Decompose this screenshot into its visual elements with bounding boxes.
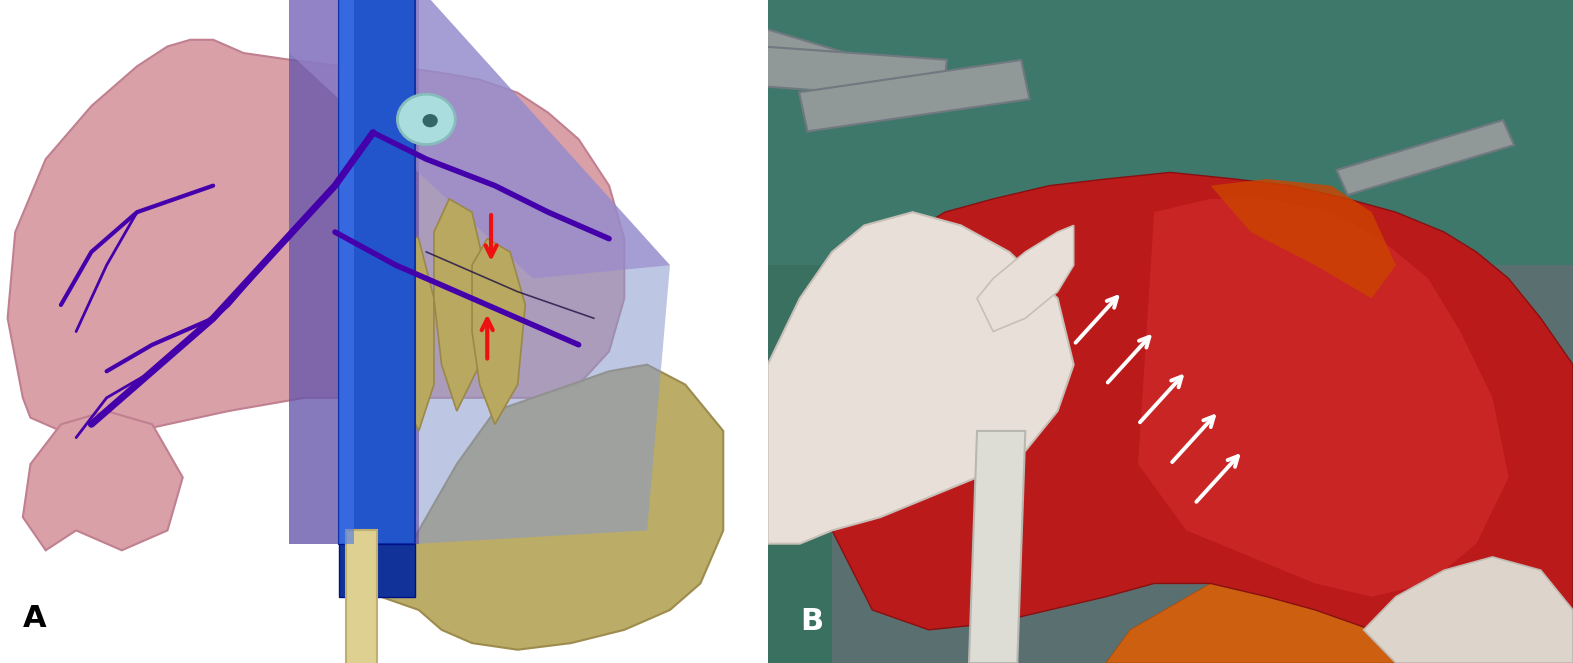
Polygon shape	[338, 0, 415, 544]
Polygon shape	[289, 0, 670, 278]
Polygon shape	[717, 44, 947, 99]
Polygon shape	[809, 172, 1573, 663]
Polygon shape	[346, 530, 378, 663]
Polygon shape	[381, 365, 724, 650]
Circle shape	[398, 94, 455, 145]
Polygon shape	[289, 0, 418, 544]
Polygon shape	[768, 0, 1573, 265]
Polygon shape	[1139, 199, 1509, 597]
Polygon shape	[799, 60, 1030, 131]
Polygon shape	[768, 212, 1074, 544]
Text: B: B	[799, 607, 823, 636]
Polygon shape	[24, 411, 182, 550]
Polygon shape	[8, 40, 624, 438]
Polygon shape	[472, 239, 525, 424]
Polygon shape	[434, 199, 488, 411]
Polygon shape	[1211, 179, 1395, 298]
Polygon shape	[338, 0, 354, 544]
Polygon shape	[1364, 557, 1573, 663]
Polygon shape	[643, 0, 873, 98]
Polygon shape	[1106, 497, 1573, 663]
Circle shape	[423, 114, 437, 127]
Text: A: A	[24, 604, 47, 633]
Polygon shape	[1337, 120, 1515, 195]
Polygon shape	[768, 265, 832, 663]
Polygon shape	[381, 225, 434, 431]
Polygon shape	[338, 544, 415, 597]
Polygon shape	[977, 225, 1074, 332]
Polygon shape	[418, 0, 670, 544]
Polygon shape	[969, 431, 1026, 663]
